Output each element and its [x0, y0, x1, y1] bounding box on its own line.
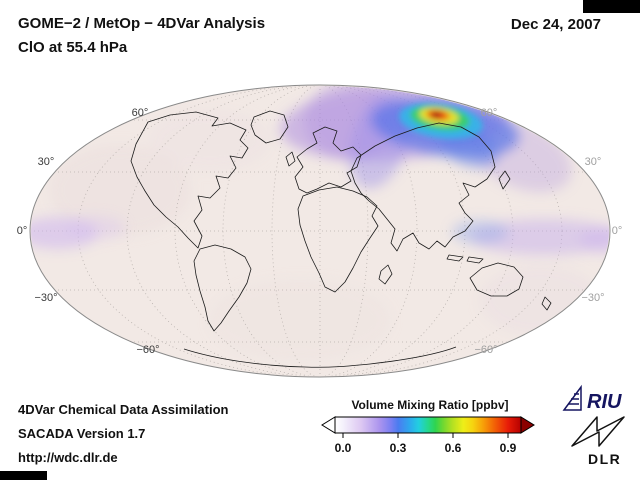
riu-logo-text: RIU — [587, 391, 622, 413]
dlr-logo-text: DLR — [588, 451, 621, 467]
footer-line-url: http://wdc.dlr.de — [18, 450, 118, 465]
lat-label-left-m60: −60° — [136, 344, 159, 356]
figure-title: GOME−2 / MetOp − 4DVar Analysis — [18, 15, 266, 32]
lat-label-left-60: 60° — [132, 107, 149, 119]
new-zealand — [541, 296, 552, 311]
lat-label-right-m30: −30° — [581, 292, 604, 304]
title-block: GOME−2 / MetOp − 4DVar Analysis ClO at 5… — [18, 12, 265, 60]
globe-outline — [29, 84, 611, 378]
clo-hotspot — [399, 103, 483, 139]
lat-label-left-m30: −30° — [34, 292, 57, 304]
colorbar-gradient — [334, 416, 522, 434]
british-isles — [285, 151, 296, 167]
figure-subtitle: ClO at 55.4 hPa — [18, 39, 128, 56]
north-america — [130, 111, 249, 249]
footer-block: 4DVar Chemical Data Assimilation SACADA … — [18, 398, 229, 470]
colorbar-tick-marks — [342, 433, 509, 438]
antarctica-coast — [183, 346, 457, 368]
footer-line-version: SACADA Version 1.7 — [18, 426, 146, 441]
australia — [469, 262, 524, 297]
dlr-logo: DLR — [571, 416, 625, 467]
lat-label-right-60: 60° — [481, 107, 498, 119]
colorbar-tick-0.3: 0.3 — [390, 441, 407, 455]
colorbar: 0.0 0.3 0.6 0.9 — [321, 416, 535, 455]
latitude-labels: 60° 30° 0° −30° −60° 60° 30° 0° −30° −60… — [17, 107, 623, 356]
date-label: Dec 24, 2007 — [510, 16, 601, 33]
indonesia-east — [466, 256, 484, 264]
clo-data-overlay — [31, 86, 609, 255]
colorbar-title: Volume Mixing Ratio [ppbv] — [351, 398, 509, 412]
colorbar-tick-labels: 0.0 0.3 0.6 0.9 — [335, 441, 517, 455]
lat-label-right-0: 0° — [612, 225, 623, 237]
lat-label-left-0: 0° — [17, 225, 28, 237]
colorbar-tick-0.0: 0.0 — [335, 441, 352, 455]
bottom-left-black-bar — [0, 471, 47, 480]
colorbar-tick-0.9: 0.9 — [500, 441, 517, 455]
africa — [297, 186, 379, 293]
asia — [350, 122, 496, 252]
top-right-black-bar — [583, 0, 640, 13]
greenland — [250, 110, 289, 144]
dlr-wing-icon — [571, 416, 625, 447]
lat-label-right-30: 30° — [585, 156, 602, 168]
colorbar-left-arrow — [321, 416, 336, 434]
madagascar — [378, 264, 393, 285]
colorbar-right-arrow — [520, 416, 535, 434]
background-texture — [50, 110, 600, 360]
japan — [498, 170, 511, 190]
south-america — [193, 244, 252, 332]
riu-logo: RIU — [562, 384, 622, 413]
europe — [294, 126, 362, 194]
lat-label-right-m60: −60° — [474, 344, 497, 356]
colorbar-tick-0.6: 0.6 — [445, 441, 462, 455]
lat-label-left-30: 30° — [38, 156, 55, 168]
footer-line-assimilation: 4DVar Chemical Data Assimilation — [18, 402, 229, 417]
continent-outlines — [130, 110, 552, 368]
indonesia-west — [446, 254, 464, 262]
riu-sail-icon — [562, 384, 582, 411]
